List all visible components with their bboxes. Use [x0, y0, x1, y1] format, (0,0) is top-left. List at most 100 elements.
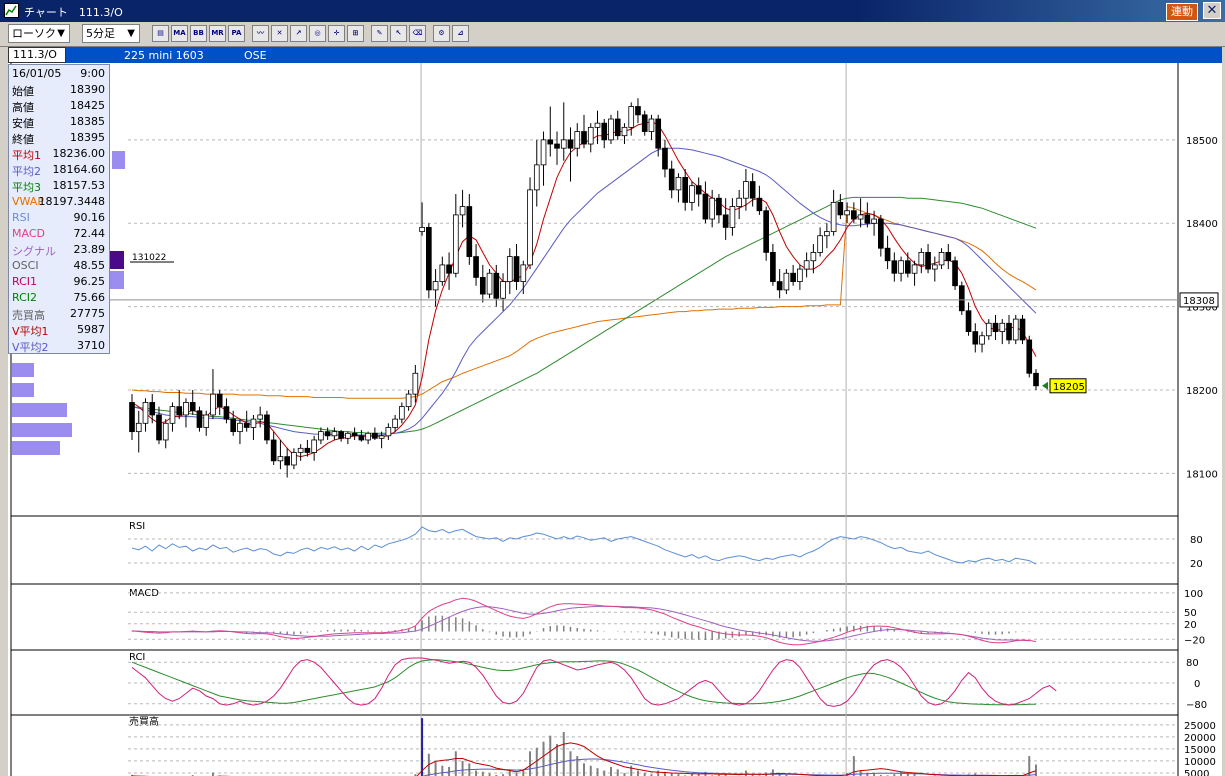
candle: [304, 447, 311, 453]
data-panel-label: V平均1: [12, 325, 49, 338]
chart-window-icon: [4, 3, 19, 18]
candle: [864, 214, 871, 224]
candle: [318, 431, 324, 441]
candle: [783, 272, 790, 291]
price-tick-label: 18200: [1186, 386, 1218, 397]
candle: [405, 393, 412, 408]
bb-button[interactable]: BB: [190, 25, 207, 42]
data-panel-value: 90.16: [73, 211, 106, 224]
data-panel-value: 27775: [70, 307, 105, 320]
candle: [243, 422, 250, 428]
crosshair-price-label: 18308: [1183, 296, 1215, 307]
instrument-bar: 111.3/O 225 mini 1603 OSE: [8, 47, 1222, 63]
candle: [223, 406, 230, 420]
rci-title: RCI: [129, 652, 145, 663]
candle: [884, 247, 891, 262]
candle: [790, 272, 796, 282]
candle: [776, 281, 783, 291]
candle: [230, 418, 237, 433]
pa-button[interactable]: PA: [228, 25, 245, 42]
macd-tick-label: 50: [1184, 608, 1197, 619]
data-panel: 16/01/05 9:00 始値 18390 高値 18425 安値 18385 終値 18395…: [8, 64, 110, 354]
candle: [931, 264, 938, 270]
volume-profile-bar: [12, 403, 67, 417]
pencil-icon[interactable]: ✎: [371, 25, 388, 42]
candle: [594, 122, 601, 128]
line-chart-icon[interactable]: 〰: [252, 25, 269, 42]
eraser-icon[interactable]: ⌫: [409, 25, 426, 42]
candle: [419, 226, 425, 232]
candle: [162, 422, 169, 441]
trend-icon[interactable]: ↗: [290, 25, 307, 42]
candle: [426, 226, 432, 291]
candle: [648, 118, 655, 132]
candle: [547, 139, 554, 145]
indicator-settings-icon[interactable]: ▤: [152, 25, 169, 42]
candle: [797, 268, 803, 282]
data-panel-value: 18390: [70, 83, 105, 96]
draw-icon[interactable]: ✕: [271, 25, 288, 42]
candle: [985, 322, 992, 337]
data-panel-row: 高値 18425: [12, 99, 107, 115]
data-panel-value: 18395: [70, 131, 105, 144]
chart-area[interactable]: 18100 18200 18300 18400 18500 131022 18308 1820…: [8, 63, 1222, 776]
candle: [466, 206, 473, 257]
candle: [722, 214, 729, 228]
mr-button[interactable]: MR: [209, 25, 226, 42]
instrument-code[interactable]: 111.3/O: [8, 47, 66, 63]
candle: [250, 418, 257, 428]
chart-type-select[interactable]: ローソク ▼: [8, 24, 70, 43]
settings-icon[interactable]: ⚙: [433, 25, 450, 42]
close-icon[interactable]: ✕: [1203, 2, 1221, 19]
volume-profile-bar: [108, 271, 124, 289]
data-panel-row: V平均2 3710: [12, 339, 107, 355]
data-panel-label: 売買高: [12, 309, 45, 322]
data-panel-row: 売買高 27775: [12, 307, 107, 323]
candle: [972, 331, 979, 345]
candle: [689, 185, 695, 203]
signal-line: [132, 605, 1030, 642]
cursor-icon[interactable]: ↖: [390, 25, 407, 42]
candle: [297, 447, 304, 453]
candle: [979, 335, 985, 345]
candle: [662, 147, 668, 170]
fibonacci-icon[interactable]: ⊞: [347, 25, 364, 42]
zoom-icon[interactable]: ◎: [309, 25, 326, 42]
data-panel-row: MACD 72.44: [12, 227, 107, 243]
last-price-box: [1049, 378, 1087, 394]
data-panel-value: 48.55: [73, 259, 106, 272]
data-panel-row: OSCI 48.55: [12, 259, 107, 275]
candle: [709, 197, 716, 220]
candle: [291, 452, 297, 466]
candle: [169, 406, 176, 424]
candle: [486, 272, 493, 295]
candle: [871, 218, 877, 224]
candle: [695, 185, 702, 195]
chart-svg[interactable]: 18100 18200 18300 18400 18500 131022 18308 1820…: [8, 63, 1222, 776]
candle: [702, 193, 709, 220]
rsi-tick-label: 80: [1190, 535, 1203, 546]
volume-tick-label: 25000: [1184, 721, 1216, 732]
link-button[interactable]: 連動: [1166, 3, 1198, 21]
crosshair-icon[interactable]: ✛: [328, 25, 345, 42]
candle: [641, 114, 648, 132]
candle: [493, 272, 500, 299]
candle: [506, 256, 513, 282]
rci-tick-label: 80: [1186, 658, 1199, 669]
ma-button[interactable]: MA: [171, 25, 188, 42]
price-tick-label: 18100: [1186, 469, 1218, 480]
data-panel-label: 始値: [12, 85, 34, 98]
interval-select[interactable]: 5分足 ▼: [82, 24, 140, 43]
candle: [1012, 318, 1019, 341]
ruler-icon[interactable]: ⊿: [452, 25, 469, 42]
data-panel-value: 18385: [70, 115, 105, 128]
candle: [837, 201, 844, 216]
macd-tick-label: −20: [1184, 635, 1205, 646]
candle: [857, 214, 864, 220]
candle: [216, 393, 223, 408]
candle: [749, 181, 756, 199]
data-panel-value: 18164.60: [52, 163, 106, 176]
candle: [520, 264, 527, 282]
data-panel-row: 平均1 18236.00: [12, 147, 107, 163]
data-panel-row: 終値 18395: [12, 131, 107, 147]
